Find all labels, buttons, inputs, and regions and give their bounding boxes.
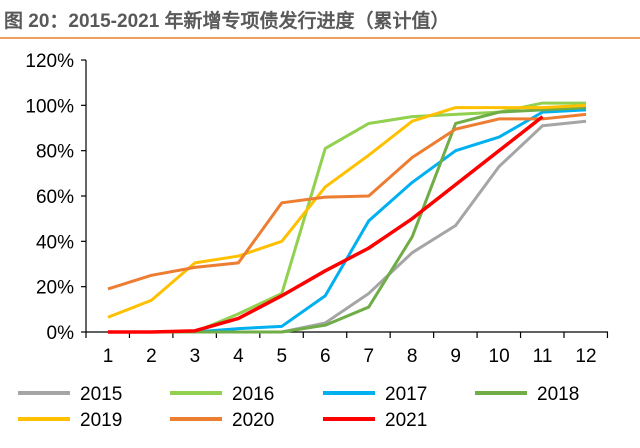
x-tick-label: 1 (103, 346, 114, 367)
legend-label: 2015 (80, 384, 122, 405)
legend-item-2020: 2020 (170, 410, 274, 431)
series-line-2017 (108, 108, 587, 334)
y-tick-label: 60% (36, 187, 74, 208)
x-tick-label: 3 (190, 346, 201, 367)
legend-item-2015: 2015 (18, 384, 122, 405)
legend-label: 2016 (232, 384, 274, 405)
series-line-2020 (107, 112, 587, 291)
x-tick-label: 11 (533, 346, 553, 367)
x-tick-label: 10 (489, 346, 510, 367)
x-tick-label: 2 (146, 346, 157, 367)
y-tick-label: 40% (36, 232, 74, 253)
legend-label: 2018 (537, 384, 579, 405)
x-tick-label: 9 (450, 346, 461, 367)
y-tick-label: 0% (47, 323, 75, 344)
series-line-2021 (108, 115, 544, 334)
y-tick-label: 100% (25, 96, 74, 117)
legend-item-2019: 2019 (18, 410, 122, 431)
legend-label: 2021 (385, 410, 427, 431)
legend-label: 2020 (232, 410, 274, 431)
y-tick-label: 20% (36, 278, 74, 299)
x-tick-label: 7 (363, 346, 374, 367)
legend-item-2021: 2021 (323, 410, 427, 431)
x-tick-label: 8 (407, 346, 418, 367)
x-tick-label: 12 (575, 346, 596, 367)
legend-label: 2019 (80, 410, 122, 431)
legend-item-2018: 2018 (475, 384, 579, 405)
chart-title: 图 20：2015-2021 年新增专项债发行进度（累计值） (4, 11, 450, 32)
y-tick-label: 80% (36, 142, 74, 163)
x-tick-label: 4 (233, 346, 244, 367)
series-line-2018 (108, 106, 587, 334)
legend-item-2017: 2017 (323, 384, 427, 405)
y-tick-label: 120% (25, 51, 74, 72)
legend-label: 2017 (385, 384, 427, 405)
legend-item-2016: 2016 (170, 384, 274, 405)
x-tick-label: 5 (277, 346, 288, 367)
title-divider (0, 37, 640, 39)
x-tick-label: 6 (320, 346, 331, 367)
series-line-2015 (108, 119, 587, 334)
